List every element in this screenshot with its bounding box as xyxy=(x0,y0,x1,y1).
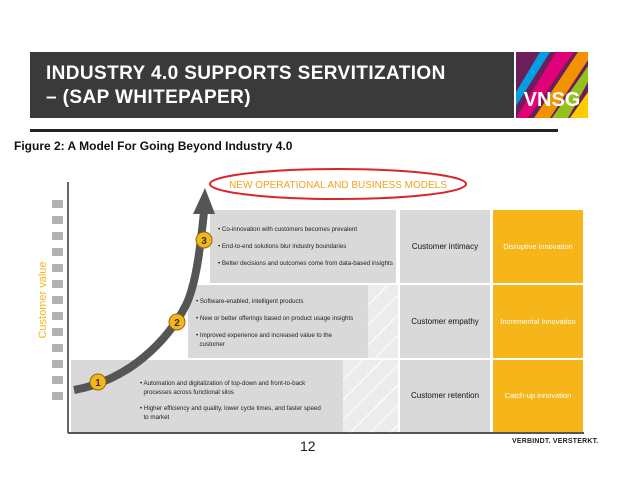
innovation-label-disruptive: Disruptive innovation xyxy=(503,242,573,251)
banner-text: NEW OPERATIONAL AND BUSINESS MODELS xyxy=(229,180,447,191)
level2-bullet-2: • New or better offerings based on produ… xyxy=(196,315,353,322)
innovation-label-incremental: Incremental innovation xyxy=(500,317,575,326)
marker-2-label: 2 xyxy=(174,318,180,329)
level2-hatch xyxy=(368,285,398,358)
growth-arrow-shaft xyxy=(73,211,208,394)
level1-box xyxy=(71,360,343,432)
level2-bullet-3-cont: customer xyxy=(196,341,225,348)
customer-label-intimacy: Customer intimacy xyxy=(412,242,478,251)
growth-arrow-head xyxy=(193,188,215,214)
innovation-cell-2 xyxy=(493,285,583,358)
level3-box xyxy=(210,210,396,283)
level1-bullet-2-cont: to market xyxy=(140,414,170,421)
marker-3: 3 xyxy=(195,231,213,249)
brand-tagline: VERBINDT. VERSTERKT. xyxy=(512,438,599,445)
level1-bullet-1-cont: processes across functional silos xyxy=(140,389,234,396)
level2-bullet-1: • Software-enabled, intelligent products xyxy=(196,298,303,305)
level2-bullet-3: • Improved experience and increased valu… xyxy=(196,332,333,339)
axis-dashes xyxy=(52,200,63,400)
customer-cell-1 xyxy=(400,360,490,432)
marker-1-label: 1 xyxy=(95,378,101,389)
innovation-cell-1 xyxy=(493,360,583,432)
level3-bullet-3: • Better decisions and outcomes come fro… xyxy=(218,260,393,267)
innovation-label-catchup: Catch-up innovation xyxy=(505,391,572,400)
marker-1: 1 xyxy=(89,373,107,391)
level3-bullet-2: • End-to-end solutions blur industry bou… xyxy=(218,243,346,250)
page-number: 12 xyxy=(300,438,316,454)
level1-bullet-1: • Automation and digitalization of top-d… xyxy=(140,380,306,387)
logo-text: VNSG xyxy=(524,89,581,111)
customer-label-empathy: Customer empathy xyxy=(411,317,479,326)
slide-title-line1: INDUSTRY 4.0 SUPPORTS SERVITIZATION xyxy=(46,63,446,84)
title-bar xyxy=(30,52,514,118)
vnsg-logo: VNSG xyxy=(516,52,588,118)
innovation-cell-3 xyxy=(493,210,583,283)
level2-hatch-lines xyxy=(367,284,399,359)
slide-title: INDUSTRY 4.0 SUPPORTS SERVITIZATION – (S… xyxy=(46,62,446,110)
level3-bullet-1: • Co-innovation with customers becomes p… xyxy=(218,226,357,233)
level2-box xyxy=(188,285,368,358)
level1-hatch-lines xyxy=(342,359,399,433)
axis-label-customer-value: Customer value xyxy=(37,261,49,338)
slide-title-line2: – (SAP WHITEPAPER) xyxy=(46,87,251,108)
marker-3-label: 3 xyxy=(201,236,207,247)
title-rule xyxy=(30,129,558,132)
marker-2: 2 xyxy=(168,313,186,331)
customer-cell-2 xyxy=(400,285,490,358)
level1-bullet-2: • Higher efficiency and quality, lower c… xyxy=(140,405,321,412)
customer-label-retention: Customer retention xyxy=(411,391,479,400)
figure-title: Figure 2: A Model For Going Beyond Indus… xyxy=(14,139,293,153)
banner-ellipse xyxy=(209,168,467,200)
vnsg-logo-graphic: VNSG xyxy=(516,52,588,118)
customer-cell-3 xyxy=(400,210,490,283)
level1-hatch xyxy=(343,360,398,432)
